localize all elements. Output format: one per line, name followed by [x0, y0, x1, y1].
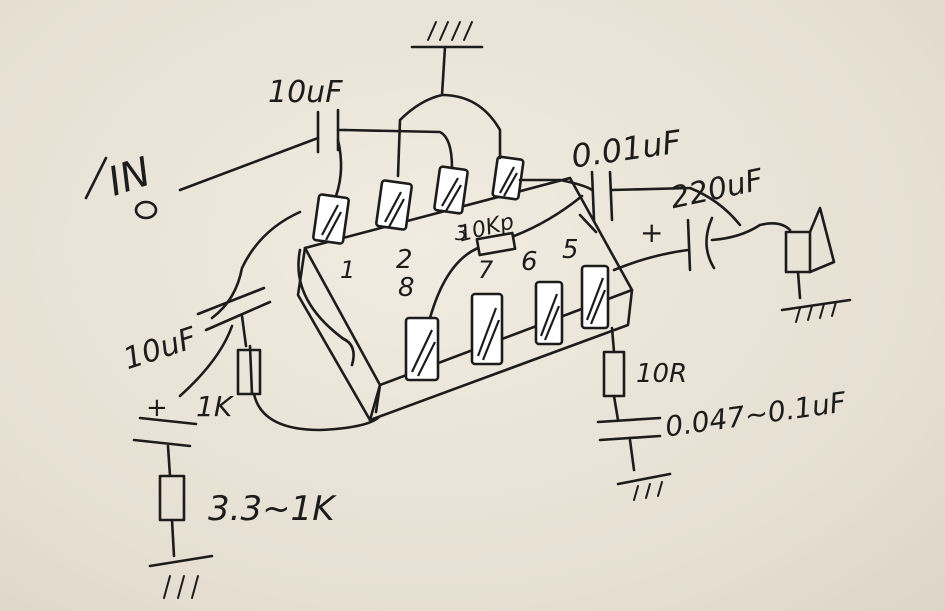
- label-cap-output-small: 0.01uF: [569, 122, 684, 175]
- pin-label-3: 3: [455, 221, 468, 245]
- feedback-resistor: [428, 194, 584, 320]
- zobel-network: [596, 326, 672, 486]
- label-plus-output: +: [640, 216, 663, 249]
- input-capacitor: [178, 108, 347, 198]
- ground-symbol-zobel: [633, 481, 663, 501]
- output-capacitor-small: [518, 170, 742, 234]
- label-res-bypass: 1K: [196, 390, 235, 423]
- pin-label-2: 2: [396, 245, 413, 275]
- label-cap-bypass: 10uF: [119, 321, 201, 378]
- label-plus-bypass: +: [146, 393, 168, 423]
- ic-pin-top-4: [491, 155, 525, 201]
- ground-symbol-speaker: [795, 301, 837, 323]
- label-res-zobel: 10R: [636, 359, 687, 389]
- label-input: IN: [103, 149, 157, 206]
- pin-label-8: 8: [398, 273, 415, 303]
- ic-wire-bottom: [374, 383, 382, 414]
- ic-pin-bottom-6: [534, 280, 564, 346]
- ic-pin-bottom-7: [470, 292, 504, 366]
- gain-network: [132, 416, 214, 568]
- label-cap-output-large: 220uF: [667, 162, 766, 216]
- speaker-icon: [780, 206, 852, 312]
- ground-symbol-bottom: [163, 575, 199, 599]
- ic-wire-left: [297, 248, 347, 342]
- pin-label-7: 7: [478, 256, 494, 284]
- ground-symbol-top: [427, 21, 473, 41]
- ic-pin-bottom-8: [404, 316, 440, 382]
- ic-top-pins: [312, 155, 525, 245]
- pin-label-5: 5: [562, 235, 579, 265]
- label-cap-input: 10uF: [268, 75, 343, 110]
- output-capacitor-large: [612, 216, 792, 272]
- ic-pin-top-3: [433, 165, 469, 215]
- label-res-gain: 3.3~1K: [208, 489, 337, 529]
- ic-pin-top-2: [375, 179, 413, 231]
- ic-pin-bottom-5: [580, 264, 610, 330]
- label-cap-zobel: 0.047~0.1uF: [663, 385, 849, 443]
- ic-bottom-pins: [404, 264, 610, 382]
- input-terminal: [84, 156, 158, 220]
- bypass-network: [178, 210, 380, 432]
- pin-label-1: 1: [340, 256, 355, 284]
- label-res-feedback: 10Kp: [456, 209, 517, 247]
- pin-label-6: 6: [521, 247, 538, 277]
- ic-pin-top-1: [312, 193, 350, 245]
- top-ground-wiring: [343, 45, 502, 178]
